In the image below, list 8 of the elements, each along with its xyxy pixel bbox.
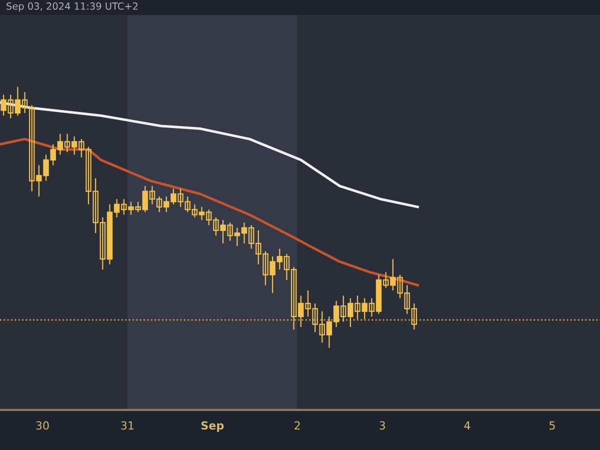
x-tick-label: 31 [121, 421, 134, 430]
x-tick-label: 2 [294, 421, 300, 430]
x-tick-label: 5 [550, 421, 555, 430]
x-tick-label: 30 [36, 421, 49, 430]
x-tick-label: 4 [464, 421, 470, 430]
text: Sep 03, 2024 11:39 UTC+2 [6, 2, 138, 12]
x-tick-label: Sep [201, 421, 224, 432]
x-tick-label: 3 [380, 421, 385, 430]
